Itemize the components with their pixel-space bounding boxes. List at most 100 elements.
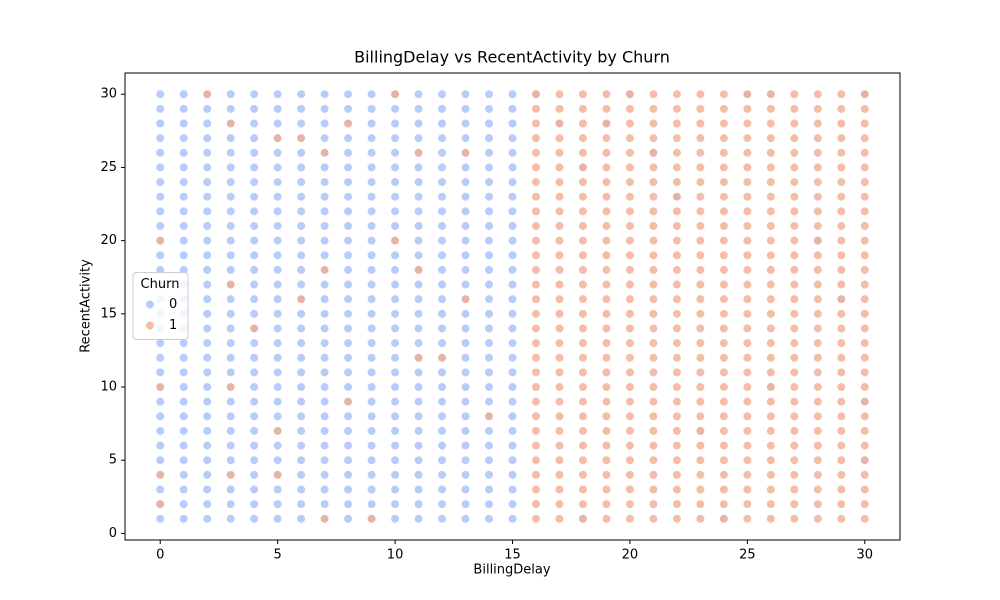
point — [343, 323, 353, 334]
point — [507, 484, 518, 495]
point — [860, 265, 870, 275]
point — [484, 382, 494, 392]
point — [813, 279, 823, 290]
point — [672, 499, 682, 509]
point — [672, 323, 682, 334]
point — [578, 484, 588, 495]
point — [507, 382, 518, 392]
x-axis-label: BillingDelay — [473, 563, 550, 578]
point — [437, 104, 447, 114]
point — [390, 192, 400, 202]
point — [343, 484, 353, 495]
point — [437, 265, 447, 275]
point — [554, 206, 565, 216]
point — [484, 192, 494, 202]
point — [437, 426, 447, 436]
point — [226, 294, 236, 304]
point — [719, 499, 729, 509]
point — [813, 89, 823, 99]
point — [578, 192, 588, 202]
point — [366, 279, 377, 290]
point — [437, 367, 447, 377]
point — [813, 323, 823, 334]
point — [296, 397, 306, 407]
point — [155, 426, 165, 436]
point — [413, 514, 424, 524]
point — [578, 499, 588, 509]
point — [648, 323, 659, 334]
point — [273, 250, 283, 260]
point — [320, 104, 330, 114]
point — [413, 177, 424, 187]
point — [202, 294, 212, 304]
point — [366, 426, 377, 436]
point — [813, 440, 823, 451]
point — [226, 265, 236, 275]
point — [860, 221, 870, 231]
x-tick-label: 15 — [504, 548, 521, 563]
point — [343, 221, 353, 231]
point — [507, 309, 518, 319]
point — [554, 309, 565, 319]
point — [413, 265, 424, 275]
point — [531, 440, 541, 451]
point — [155, 367, 165, 377]
point — [836, 411, 846, 421]
point — [343, 397, 353, 407]
point — [695, 323, 705, 334]
point — [813, 455, 823, 465]
point — [413, 338, 424, 348]
point — [273, 206, 283, 216]
point — [202, 162, 212, 173]
point — [625, 104, 635, 114]
point — [742, 382, 752, 392]
point — [836, 499, 846, 509]
point — [742, 411, 752, 421]
point — [601, 411, 612, 421]
point — [554, 294, 565, 304]
point — [554, 265, 565, 275]
point — [226, 89, 236, 99]
point — [719, 440, 729, 451]
point — [413, 148, 424, 158]
point — [484, 162, 494, 173]
legend-marker — [146, 300, 154, 309]
point — [202, 250, 212, 260]
point — [390, 440, 400, 451]
point — [719, 104, 729, 114]
point — [860, 250, 870, 260]
point — [273, 411, 283, 421]
chart-title: BillingDelay vs RecentActivity by Churn — [354, 48, 670, 67]
point — [249, 309, 259, 319]
point — [719, 309, 729, 319]
point — [578, 148, 588, 158]
point — [343, 148, 353, 158]
point — [484, 455, 494, 465]
point — [320, 206, 330, 216]
point — [484, 484, 494, 495]
point — [366, 309, 377, 319]
point — [531, 367, 541, 377]
point — [742, 221, 752, 231]
point — [390, 294, 400, 304]
point — [766, 484, 776, 495]
point — [625, 455, 635, 465]
point — [155, 236, 165, 246]
point — [813, 411, 823, 421]
point — [813, 265, 823, 275]
point — [413, 192, 424, 202]
point — [249, 104, 259, 114]
point — [836, 89, 846, 99]
point — [836, 133, 846, 143]
point — [343, 455, 353, 465]
point — [413, 382, 424, 392]
legend-title: Churn — [141, 277, 180, 292]
point — [507, 118, 518, 129]
point — [437, 294, 447, 304]
point — [813, 118, 823, 129]
point — [155, 455, 165, 465]
point — [460, 499, 471, 509]
point — [155, 338, 165, 348]
point — [320, 250, 330, 260]
point — [648, 148, 659, 158]
